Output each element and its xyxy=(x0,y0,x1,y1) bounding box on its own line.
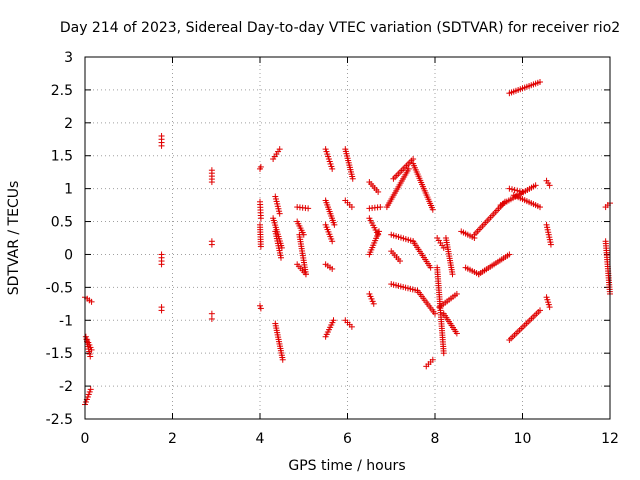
data-point xyxy=(532,182,539,189)
data-point xyxy=(506,185,513,192)
data-point xyxy=(329,265,336,272)
data-point xyxy=(208,315,215,322)
data-point xyxy=(88,346,95,353)
data-point xyxy=(257,215,264,222)
data-point xyxy=(348,204,355,211)
y-tick-label: 0.5 xyxy=(51,215,73,231)
data-point xyxy=(537,79,543,86)
data-point xyxy=(279,356,286,363)
y-tick-label: -1 xyxy=(59,313,73,329)
data-point xyxy=(370,300,377,307)
data-point xyxy=(85,391,92,398)
data-point xyxy=(377,204,384,211)
plot-frame xyxy=(84,56,611,420)
data-point xyxy=(257,305,264,312)
data-point xyxy=(511,186,518,193)
data-point xyxy=(82,398,89,405)
data-point xyxy=(302,271,309,278)
data-points xyxy=(82,79,613,408)
data-point xyxy=(329,165,336,172)
x-tick-label: 0 xyxy=(81,431,90,447)
data-point xyxy=(519,188,526,195)
data-point xyxy=(376,228,382,235)
y-tick-label: 3 xyxy=(64,50,73,66)
data-point xyxy=(87,386,94,393)
data-point xyxy=(331,221,338,228)
data-point xyxy=(509,186,515,193)
data-point xyxy=(276,210,283,217)
data-point xyxy=(329,238,336,245)
data-point xyxy=(506,251,513,258)
x-tick-label: 8 xyxy=(431,431,440,447)
data-point xyxy=(547,241,554,248)
data-point xyxy=(427,264,434,271)
data-point xyxy=(397,258,403,265)
data-point xyxy=(429,356,436,363)
data-point xyxy=(278,254,284,261)
data-point xyxy=(88,298,95,305)
data-point xyxy=(276,146,283,153)
x-tick-label: 4 xyxy=(256,431,265,447)
data-point xyxy=(86,388,93,395)
x-tick-label: 12 xyxy=(601,431,619,447)
data-point xyxy=(305,205,312,212)
data-point xyxy=(429,206,436,213)
data-point xyxy=(158,261,165,268)
data-point xyxy=(330,317,337,324)
y-tick-label: -2 xyxy=(59,379,73,395)
y-axis-label: SDTVAR / TECUs xyxy=(6,181,22,296)
data-point xyxy=(537,307,543,314)
grid xyxy=(85,57,610,419)
data-point xyxy=(257,163,264,170)
data-point xyxy=(514,187,521,194)
data-point xyxy=(87,353,94,360)
x-tick-label: 2 xyxy=(168,431,177,447)
data-point xyxy=(449,271,456,278)
data-point xyxy=(537,204,543,211)
data-point xyxy=(257,302,263,309)
y-tick-label: -2.5 xyxy=(46,412,73,428)
data-point xyxy=(405,165,412,172)
data-point xyxy=(158,132,165,139)
data-point xyxy=(375,188,382,195)
data-point xyxy=(257,243,264,250)
y-tick-label: 0 xyxy=(64,247,73,263)
y-tick-label: -1.5 xyxy=(46,346,73,362)
y-tick-label: 2.5 xyxy=(51,83,73,99)
data-point xyxy=(158,307,165,314)
data-point xyxy=(516,188,523,195)
x-axis-label: GPS time / hours xyxy=(288,458,405,474)
data-point xyxy=(208,310,215,317)
data-point xyxy=(432,310,438,317)
data-point xyxy=(453,290,460,297)
data-point xyxy=(546,304,553,311)
data-point xyxy=(349,175,356,182)
x-tick-label: 6 xyxy=(343,431,352,447)
y-tick-label: 1.5 xyxy=(51,149,73,165)
y-tick-label: 2 xyxy=(64,116,73,132)
x-tick-label: 10 xyxy=(514,431,532,447)
data-point xyxy=(208,238,215,245)
data-point xyxy=(84,393,91,400)
y-tick-label: 1 xyxy=(64,182,73,198)
data-point xyxy=(348,323,355,330)
data-point xyxy=(440,350,447,357)
data-point xyxy=(208,167,215,174)
data-point xyxy=(440,244,447,251)
y-tick-label: -0.5 xyxy=(46,280,73,296)
axis-ticks: 0 2 4 6 8 10 12 -2.5 -2 -1.5 -1 -0.5 0 0.5 1 1.5 2 2.5 3 xyxy=(46,50,619,447)
data-point xyxy=(453,330,460,337)
data-point xyxy=(546,182,553,189)
chart-title: Day 214 of 2023, Sidereal Day-to-day VTE… xyxy=(60,20,620,36)
